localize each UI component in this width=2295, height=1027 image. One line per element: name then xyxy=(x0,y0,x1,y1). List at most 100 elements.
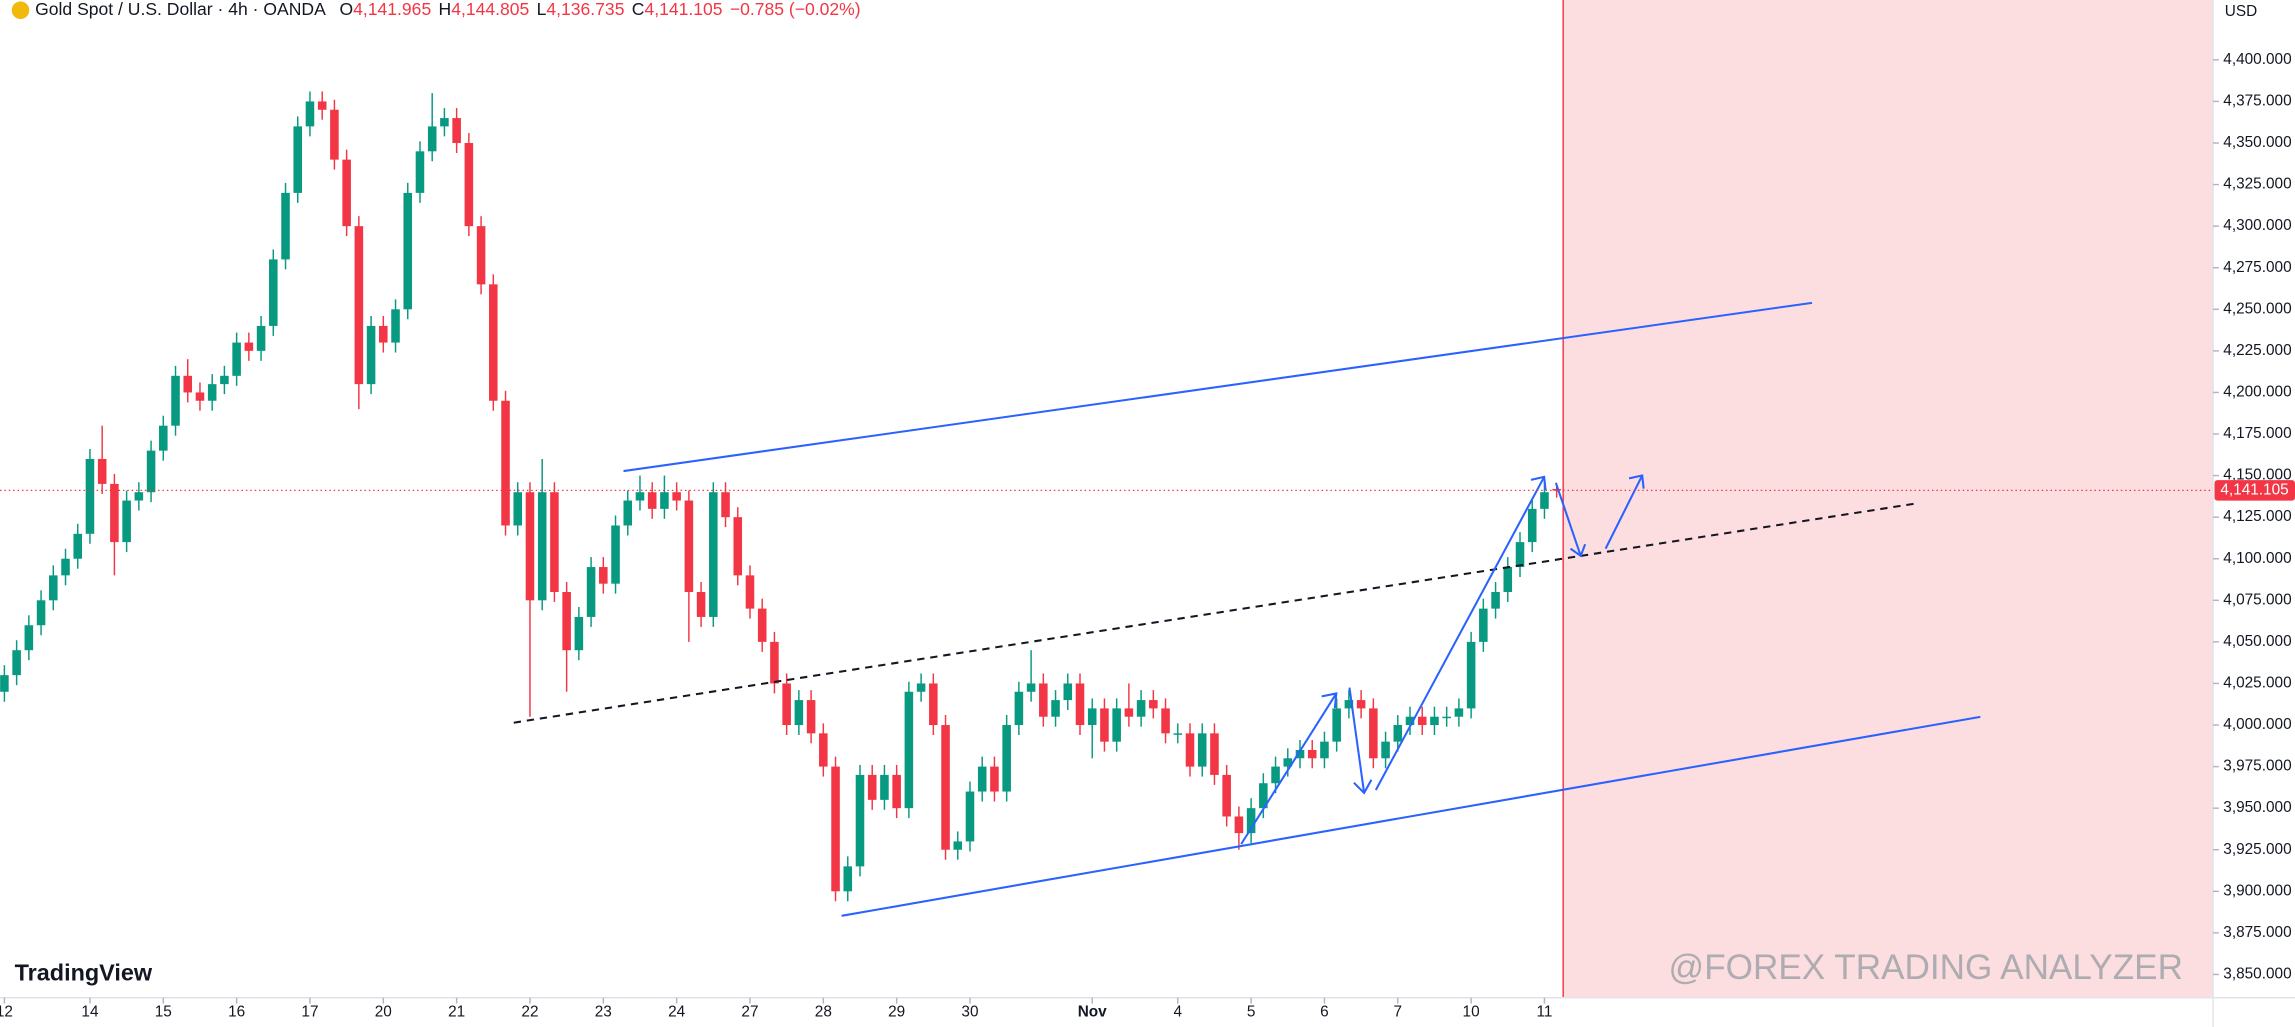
y-tick-label: 4,375.000 xyxy=(2223,93,2291,110)
ohlc-key: O xyxy=(339,0,353,19)
candle-body xyxy=(1039,683,1048,717)
y-tick-label: 4,200.000 xyxy=(2223,384,2291,401)
candle-body xyxy=(635,492,645,501)
x-tick-label: 15 xyxy=(155,1003,172,1020)
y-tick-label: 4,175.000 xyxy=(2223,425,2291,442)
candle-body xyxy=(1332,708,1341,742)
x-tick-label: 7 xyxy=(1394,1003,1403,1020)
x-tick-label: 23 xyxy=(595,1003,612,1020)
x-tick-label: Nov xyxy=(1078,1003,1107,1020)
candle-body xyxy=(1124,708,1134,717)
candle-body xyxy=(709,492,718,617)
x-tick-label: 17 xyxy=(301,1003,318,1020)
candle-body xyxy=(929,683,938,726)
candle-body xyxy=(36,600,46,626)
candle-body xyxy=(342,159,351,227)
candle-body xyxy=(770,641,779,684)
ohlc-key: L xyxy=(537,0,547,19)
candle-body xyxy=(1026,683,1036,692)
candle-body xyxy=(537,492,547,601)
x-tick-label: 5 xyxy=(1247,1003,1256,1020)
arrow xyxy=(1240,692,1338,845)
ohlc-value: 4,141.105 xyxy=(644,0,722,19)
candle-body xyxy=(977,766,987,792)
symbol-icon xyxy=(11,1,30,20)
logo: TradingView xyxy=(15,960,153,986)
change: −0.785 (−0.02%) xyxy=(730,0,861,19)
candle-body xyxy=(379,325,388,343)
candle-body xyxy=(317,101,327,110)
candle-body xyxy=(1173,733,1183,735)
x-tick-label: 14 xyxy=(81,1003,99,1020)
candle-body xyxy=(73,533,83,559)
candle-body xyxy=(464,143,474,227)
candle-body xyxy=(1307,749,1317,759)
candle-body xyxy=(1246,808,1256,834)
candle-body xyxy=(647,492,657,509)
candle-body xyxy=(904,691,914,809)
candle-body xyxy=(733,517,743,576)
shaded-zone xyxy=(1563,0,2214,998)
candle-body xyxy=(305,101,315,127)
candle-body xyxy=(195,392,205,401)
x-tick-label: 27 xyxy=(741,1003,758,1020)
candle-body xyxy=(843,866,853,892)
candle-body xyxy=(1295,749,1305,759)
candle-body xyxy=(953,841,963,850)
candle-body xyxy=(757,608,767,642)
candle-body xyxy=(880,774,889,800)
y-tick-label: 4,350.000 xyxy=(2223,134,2291,151)
candle-body xyxy=(1442,716,1451,719)
candle-body xyxy=(1320,741,1329,759)
candle-body xyxy=(12,650,21,676)
candle-body xyxy=(806,700,816,734)
candle-body xyxy=(916,683,926,692)
ohlc-value: 4,141.965 xyxy=(353,0,431,19)
candle-body xyxy=(782,683,791,726)
candle-body xyxy=(525,492,535,601)
candle-body xyxy=(1515,542,1525,568)
candle-body xyxy=(0,675,9,692)
last-price-label: 4,141.105 xyxy=(2220,481,2288,498)
candle-body xyxy=(61,558,70,576)
candle-body xyxy=(1185,733,1195,767)
candle-body xyxy=(1014,691,1024,726)
candle-body xyxy=(97,458,107,484)
candle-body xyxy=(183,375,193,393)
candle-body xyxy=(1503,567,1513,592)
x-tick-label: 21 xyxy=(448,1003,465,1020)
candle-body xyxy=(171,375,180,426)
candle-body xyxy=(146,450,156,493)
candle-body xyxy=(85,458,95,534)
candle-body xyxy=(159,425,168,451)
candle-body xyxy=(574,616,584,651)
candle-body xyxy=(1087,708,1097,726)
candle-body xyxy=(1136,700,1146,717)
candle-body xyxy=(1344,700,1354,709)
candle-body xyxy=(366,325,376,385)
y-tick-label: 4,300.000 xyxy=(2223,217,2291,234)
candle-body xyxy=(1552,488,1561,491)
x-tick-label: 29 xyxy=(888,1003,905,1020)
candle-body xyxy=(1051,700,1060,717)
candle-body xyxy=(611,525,620,584)
candle-body xyxy=(256,325,266,351)
candle-body xyxy=(1527,508,1537,543)
x-tick-label: 6 xyxy=(1320,1003,1329,1020)
y-tick-label: 4,225.000 xyxy=(2223,342,2291,359)
candle-body xyxy=(1234,816,1244,834)
candle-body xyxy=(831,766,840,892)
candle-body xyxy=(1466,641,1476,709)
candle-body xyxy=(1112,708,1121,742)
candle-body xyxy=(1210,733,1219,775)
candle-body xyxy=(354,226,364,385)
candle-body xyxy=(990,766,999,792)
ohlc-value: 4,144.805 xyxy=(451,0,529,19)
y-tick-label: 4,100.000 xyxy=(2223,550,2291,567)
candle-body xyxy=(281,192,290,260)
y-tick-label: 4,050.000 xyxy=(2223,633,2291,650)
candle-body xyxy=(1271,766,1280,784)
candle-body xyxy=(403,192,413,310)
